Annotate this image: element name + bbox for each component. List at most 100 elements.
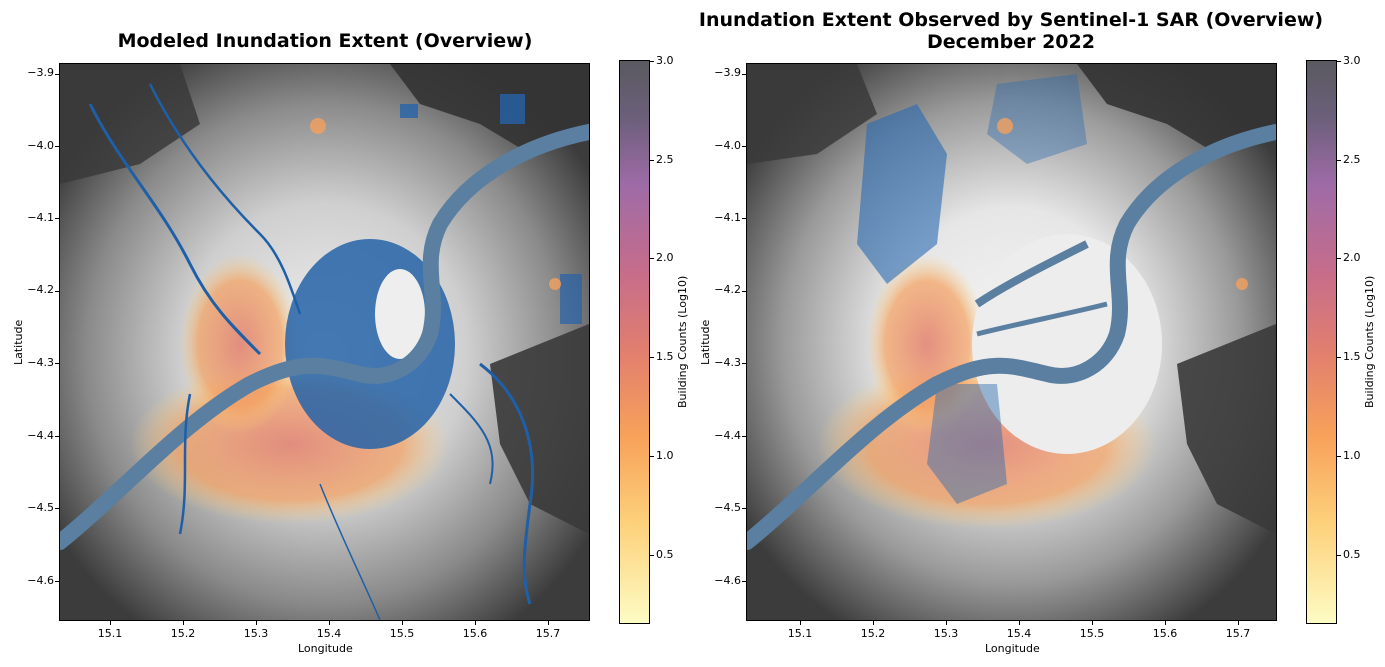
colorbar-tick-label: 1.5 [656,350,674,363]
colorbar-tick-label: 3.0 [656,54,674,67]
x-tick [475,621,476,625]
y-tick-label: −4.4 [714,429,741,442]
x-tick [402,621,403,625]
x-tick-label: 15.4 [316,627,342,640]
y-tick [55,581,59,582]
colorbar-tick-label: 0.5 [656,548,674,561]
tributary [449,393,494,485]
colorbar-tick [1337,555,1341,556]
y-tick-label: −4.1 [27,211,54,224]
y-tick [55,146,59,147]
x-tick [1238,621,1239,625]
dark-terrain-ne [1077,64,1276,154]
tributary [148,83,302,315]
dark-terrain-ne [390,64,589,154]
central-lake-island [375,269,425,359]
colorbar-tick [650,555,654,556]
y-tick [742,218,746,219]
x-tick-label: 15.7 [535,627,561,640]
x-axis-label: Longitude [298,642,353,655]
tributary [88,103,262,356]
x-tick-label: 15.2 [860,627,886,640]
y-tick-label: −4.1 [714,211,741,224]
x-axis-label: Longitude [985,642,1040,655]
building-density-west [867,254,987,434]
y-tick-label: −4.4 [27,429,54,442]
map-modeled [59,63,590,621]
dark-terrain-se [1177,324,1276,534]
river-channel [974,240,1089,308]
y-axis-label: Latitude [12,319,25,365]
y-tick-label: −4.2 [714,283,741,296]
dark-terrain-se [490,324,589,534]
colorbar-tick [1337,160,1341,161]
x-tick-label: 15.3 [933,627,959,640]
colorbar-tick-label: 2.5 [1343,153,1361,166]
flood-patch [400,104,418,118]
y-tick [742,291,746,292]
x-tick-label: 15.4 [1006,627,1032,640]
tributary [479,362,535,605]
y-tick [742,436,746,437]
colorbar-tick-label: 1.0 [656,449,674,462]
x-tick-label: 15.1 [97,627,123,640]
panel-subtitle: December 2022 [927,31,1095,53]
river-channel [976,301,1108,337]
y-tick-label: −4.0 [714,139,741,152]
dark-terrain-nw [60,64,200,184]
colorbar-label: Building Counts (Log10) [676,275,689,408]
colorbar-tick [650,258,654,259]
tributary [319,483,381,620]
colorbar-tick [1337,61,1341,62]
colorbar-tick-label: 1.5 [1343,350,1361,363]
colorbar-tick-label: 2.0 [1343,251,1361,264]
y-tick-label: −4.0 [27,139,54,152]
congo-river [747,124,1276,550]
x-tick-label: 15.3 [243,627,269,640]
congo-river [60,124,589,550]
x-tick [873,621,874,625]
colorbar-tick-label: 2.0 [656,251,674,264]
colorbar [619,60,650,624]
x-tick-label: 15.1 [787,627,813,640]
y-tick [55,363,59,364]
y-tick-label: −4.6 [714,574,741,587]
colorbar-tick-label: 0.5 [1343,548,1361,561]
building-cluster [997,118,1013,134]
x-tick-label: 15.6 [1152,627,1178,640]
colorbar-tick-label: 1.0 [1343,449,1361,462]
y-tick [55,218,59,219]
y-tick [55,436,59,437]
x-tick-label: 15.7 [1225,627,1251,640]
x-tick-label: 15.2 [170,627,196,640]
y-axis-label: Latitude [699,319,712,365]
building-cluster [549,278,561,290]
panel-title: Inundation Extent Observed by Sentinel-1… [698,9,1324,31]
x-tick [800,621,801,625]
x-tick-label: 15.5 [389,627,415,640]
flood-patch [500,94,525,124]
x-tick [110,621,111,625]
colorbar-tick [650,61,654,62]
colorbar-tick [1337,456,1341,457]
y-tick-label: −4.5 [714,501,741,514]
colorbar-tick [650,160,654,161]
building-cluster [1236,278,1248,290]
y-tick [55,74,59,75]
panel-title: Modeled Inundation Extent (Overview) [117,30,533,52]
tributary [178,393,192,535]
colorbar-tick-label: 3.0 [1343,54,1361,67]
x-tick [1092,621,1093,625]
x-tick-label: 15.6 [462,627,488,640]
y-tick-label: −4.3 [714,356,741,369]
y-tick [55,508,59,509]
x-tick [1019,621,1020,625]
colorbar-tick [1337,357,1341,358]
y-tick [742,363,746,364]
flood-patch [560,274,582,324]
colorbar-label: Building Counts (Log10) [1363,275,1376,408]
colorbar-tick [1337,258,1341,259]
x-tick [548,621,549,625]
y-tick-label: −3.9 [27,66,54,79]
panel-modeled: Modeled Inundation Extent (Overview) [0,0,690,667]
